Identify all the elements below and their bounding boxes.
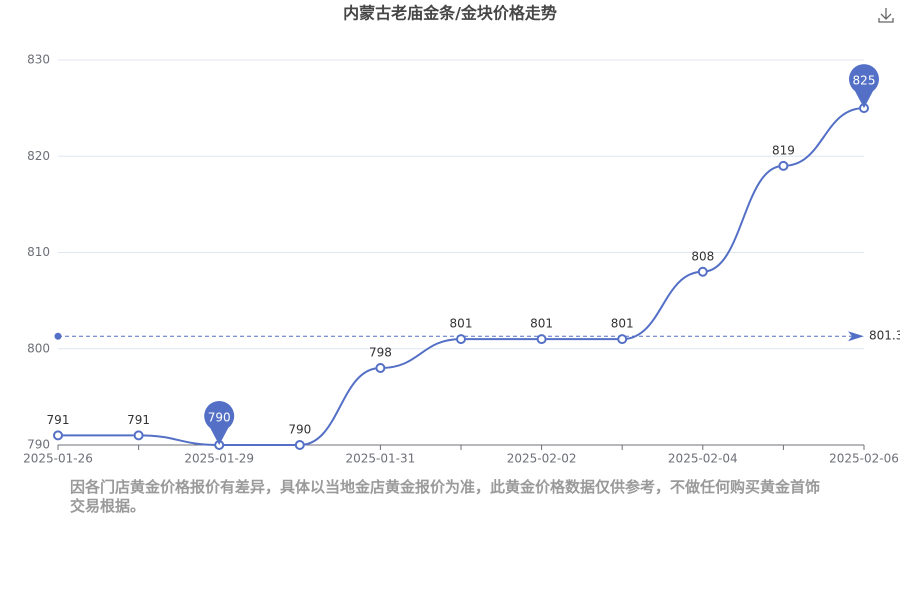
marker-pin bbox=[849, 64, 880, 109]
x-tick-label: 2025-01-29 bbox=[184, 452, 254, 466]
marker-label: 790 bbox=[208, 411, 231, 425]
data-label: 790 bbox=[288, 423, 311, 437]
point bbox=[375, 363, 386, 373]
point bbox=[697, 266, 708, 277]
point bbox=[133, 430, 144, 441]
x-tick-label: 2025-01-31 bbox=[346, 452, 416, 466]
point bbox=[53, 430, 63, 441]
data-label: 801 bbox=[450, 317, 473, 331]
x-tick-label: 2025-02-02 bbox=[507, 452, 577, 466]
chart: 内蒙古老庙金条/金块价格走势 790 800 810 820 830 2025-01-26… bbox=[23, 4, 900, 466]
average-label: 801.3 bbox=[869, 329, 900, 343]
download-icon[interactable] bbox=[878, 8, 894, 23]
point bbox=[778, 160, 789, 171]
data-label: 808 bbox=[691, 249, 714, 263]
y-tick-label: 830 bbox=[27, 53, 50, 67]
data-label: 798 bbox=[369, 346, 392, 360]
y-tick-label: 800 bbox=[27, 341, 50, 355]
price-line bbox=[57, 107, 865, 447]
note: 因各门店黄金价格报价有差异，具体以当地金店黄金报价为准，此黄金价格数据仅供参考，… bbox=[70, 478, 821, 515]
point bbox=[456, 334, 466, 345]
marker-label: 825 bbox=[853, 74, 876, 88]
data-label: 791 bbox=[127, 413, 150, 427]
x-tick-label: 2025-01-26 bbox=[23, 452, 93, 466]
average-arrow bbox=[848, 331, 864, 342]
data-label: 791 bbox=[47, 413, 70, 427]
data-label: 801 bbox=[611, 317, 634, 331]
x-tick-label: 2025-02-06 bbox=[829, 452, 899, 466]
y-tick-label: 810 bbox=[27, 245, 50, 259]
point bbox=[294, 440, 305, 450]
y-tick-label: 820 bbox=[27, 149, 50, 163]
y-tick-label: 790 bbox=[27, 438, 50, 452]
chart-title: 内蒙古老庙金条/金块价格走势 bbox=[343, 4, 557, 23]
point bbox=[536, 334, 547, 345]
average-start bbox=[54, 332, 62, 340]
x-tick-label: 2025-02-04 bbox=[668, 452, 738, 466]
data-label: 801 bbox=[530, 317, 553, 331]
marker-pin bbox=[204, 401, 235, 445]
point bbox=[617, 334, 628, 345]
data-label: 819 bbox=[772, 143, 795, 157]
